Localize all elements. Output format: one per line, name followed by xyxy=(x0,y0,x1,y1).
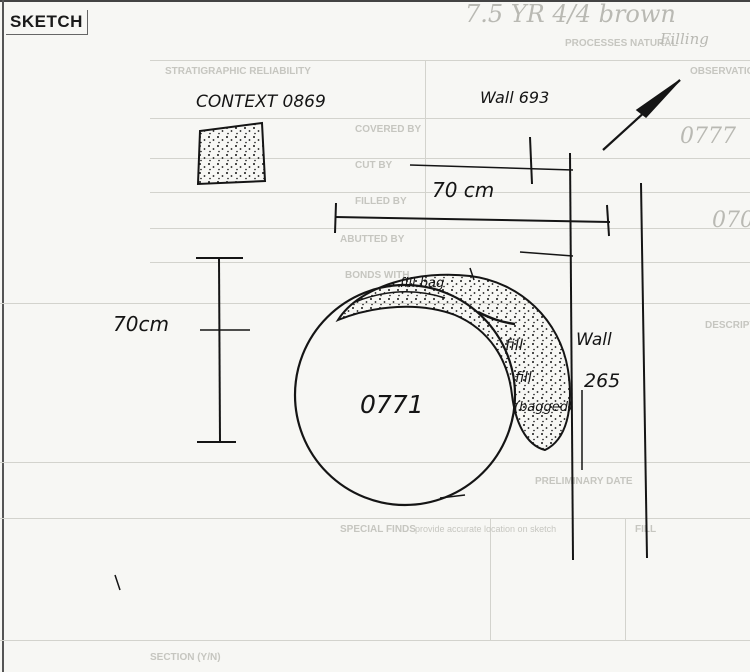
faint-reliability: STRATIGRAPHIC RELIABILITY xyxy=(165,66,311,77)
measure-tick xyxy=(334,202,337,234)
faint-header: PROCESSES NATURAL xyxy=(565,38,678,49)
fill-label-top: fill bag xyxy=(400,276,445,291)
section-title: SKETCH xyxy=(6,10,88,35)
annotation-mark xyxy=(439,494,466,499)
annotation-mark xyxy=(114,574,121,591)
faint-rule xyxy=(490,518,491,640)
faint-rule xyxy=(150,158,750,159)
north-arrow-head xyxy=(635,79,681,119)
fill-label: fill xyxy=(515,370,532,386)
fill-boundary xyxy=(477,310,516,326)
fill-bagged-label: (bagged) xyxy=(514,400,574,415)
faint-rule xyxy=(150,262,750,263)
faint-cut-by: CUT BY xyxy=(355,160,393,171)
fill-deposit xyxy=(335,273,571,452)
wall-265-edge xyxy=(640,182,648,559)
faint-abutted-by: ABUTTED BY xyxy=(340,234,405,245)
context-label: CONTEXT 0869 xyxy=(196,92,326,112)
faint-observation: OBSERVATION xyxy=(690,66,750,77)
faint-bonds-with: BONDS WITH xyxy=(345,270,410,281)
horizontal-measure-line xyxy=(334,216,611,223)
faint-number-note: 0777 xyxy=(680,124,736,149)
context-hatch-swatch xyxy=(196,121,267,186)
faint-preliminary: PRELIMINARY DATE xyxy=(535,476,633,487)
sheet-left-border xyxy=(2,0,4,672)
annotation-mark xyxy=(469,267,475,281)
horizontal-measure-label: 70 cm xyxy=(432,178,495,202)
faint-special-finds: SPECIAL FINDS xyxy=(340,524,416,535)
faint-description: DESCRIPTION xyxy=(705,320,750,331)
sheet-top-border xyxy=(0,0,750,2)
vertical-measure-label: 70cm xyxy=(113,312,169,336)
faint-section: SECTION (Y/N) xyxy=(150,652,221,663)
fill-internal-line xyxy=(354,291,446,303)
vertical-measure-line xyxy=(218,257,221,443)
pit-number-label: 0771 xyxy=(360,390,424,419)
faint-number-note: 070 xyxy=(712,208,750,233)
wall-265-label: Wall xyxy=(576,330,612,350)
fill-label: fill xyxy=(505,336,524,354)
horizontal-reference-line xyxy=(519,251,574,257)
faint-special-finds-note: provide accurate location on sketch xyxy=(415,524,557,534)
faint-rule xyxy=(0,640,750,641)
faint-rule xyxy=(150,60,750,61)
faint-rule xyxy=(625,518,626,640)
faint-rule xyxy=(150,228,750,229)
wall-693-label: Wall 693 xyxy=(480,88,550,107)
faint-filled-by: FILLED BY xyxy=(355,196,407,207)
wall-265-edge xyxy=(569,152,574,561)
faint-colour-note: 7.5 YR 4/4 brown xyxy=(465,0,676,28)
faint-rule xyxy=(425,60,426,300)
faint-rule xyxy=(0,462,750,463)
horizontal-reference-line xyxy=(409,164,574,171)
faint-rule xyxy=(150,118,750,119)
faint-covered-by: COVERED BY xyxy=(355,124,422,135)
faint-rule xyxy=(150,192,750,193)
wall-265-number: 265 xyxy=(584,370,621,392)
faint-fillings-note: Filling xyxy=(660,30,709,48)
faint-rule xyxy=(0,518,750,519)
measure-tick xyxy=(606,204,610,237)
wall-693-leader xyxy=(529,136,533,185)
